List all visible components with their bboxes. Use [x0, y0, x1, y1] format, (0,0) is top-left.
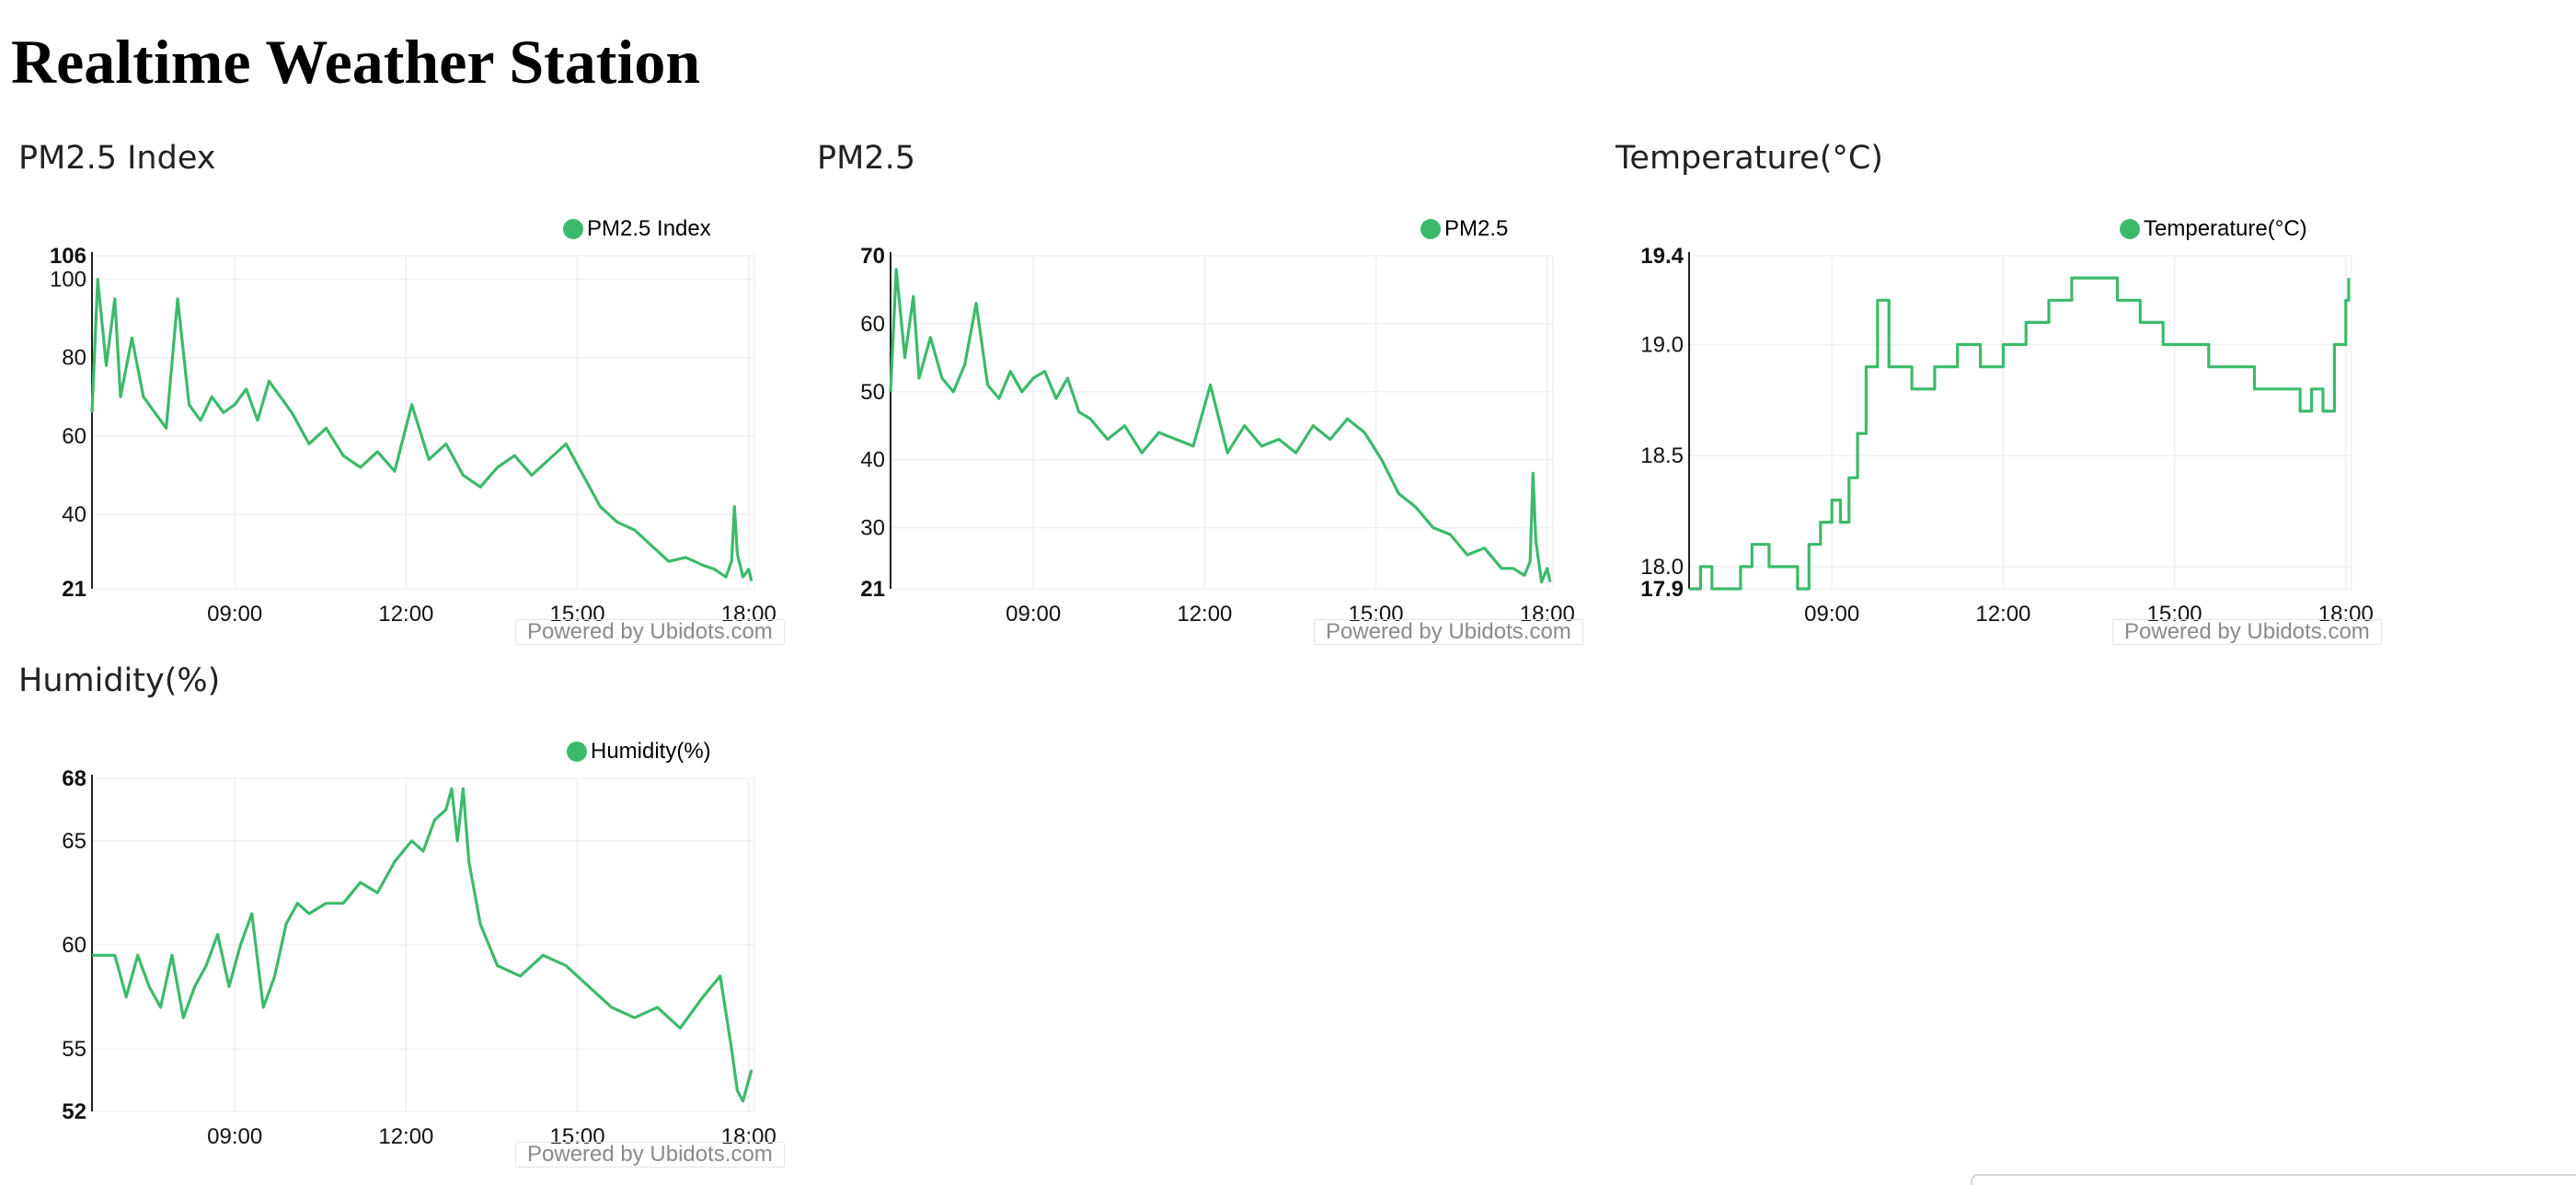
y-tick-label: 106 — [50, 244, 86, 269]
y-tick-label: 70 — [860, 244, 885, 269]
series-line — [889, 268, 1552, 584]
legend-dot — [1420, 219, 1441, 239]
y-tick-label: 100 — [50, 268, 86, 293]
series-line — [92, 787, 753, 1103]
x-tick-label: 12:00 — [1975, 602, 2030, 627]
x-tick-label: 18:00 — [1520, 602, 1575, 627]
x-tick-label: 12:00 — [378, 602, 433, 627]
y-tick-label: 40 — [62, 502, 86, 527]
y-tick-label: 68 — [62, 766, 86, 791]
x-tick-label: 09:00 — [1804, 602, 1859, 627]
y-tick-label: 65 — [62, 829, 86, 854]
x-tick-label: 12:00 — [378, 1124, 433, 1149]
y-tick-label: 30 — [860, 516, 885, 541]
x-tick-label: 09:00 — [1006, 602, 1061, 627]
widget-title: PM2.5 — [817, 140, 915, 177]
legend-dot — [563, 219, 583, 239]
y-tick-label: 19.0 — [1640, 333, 1684, 358]
y-tick-label: 21 — [860, 577, 885, 602]
widget-humidity: Humidity(%) 52 55 60 65 68 09:00 12:00 15:00 18:… — [0, 523, 785, 1168]
y-tick-label: 80 — [62, 346, 86, 371]
x-tick-label: 09:00 — [207, 1124, 262, 1149]
widget-title: Humidity(%) — [18, 662, 221, 699]
legend[interactable]: Temperature(°C) — [2120, 215, 2307, 243]
x-tick-label: 15:00 — [550, 602, 605, 627]
widget-temperature: Temperature(°C) 17.9 18.0 18.5 19.0 19.4 09:0… — [1597, 0, 2382, 645]
y-tick-label: 60 — [62, 933, 86, 958]
powered-by-link[interactable]: Powered by Ubidots.com — [515, 1142, 785, 1168]
x-tick-label: 15:00 — [1349, 602, 1404, 627]
legend-label: PM2.5 Index — [587, 216, 711, 241]
corner-frame — [1971, 1174, 2576, 1185]
y-tick-label: 40 — [860, 448, 885, 473]
chart-temperature: 17.918.0 18.5 19.0 19.4 09:00 12:00 15:00 18:00 — [1640, 244, 2374, 627]
legend[interactable]: PM2.5 Index — [563, 215, 711, 243]
page-title: Realtime Weather Station — [11, 27, 701, 97]
widget-title: PM2.5 Index — [18, 140, 216, 177]
y-tick-label: 60 — [62, 424, 86, 449]
chart-pm25: 21 30 40 50 60 70 09:00 12:00 15:00 18:00 — [860, 244, 1575, 627]
x-tick-label: 12:00 — [1177, 602, 1232, 627]
powered-by-link[interactable]: Powered by Ubidots.com — [515, 619, 785, 645]
legend-label: PM2.5 — [1444, 216, 1509, 241]
x-tick-label: 15:00 — [550, 1124, 605, 1149]
x-tick-label: 18:00 — [2318, 602, 2374, 627]
y-tick-label: 18.5 — [1640, 443, 1684, 468]
powered-by-link[interactable]: Powered by Ubidots.com — [2112, 619, 2382, 645]
x-tick-label: 09:00 — [207, 602, 262, 627]
x-tick-label: 18:00 — [721, 1124, 776, 1149]
legend[interactable]: Humidity(%) — [567, 738, 711, 765]
y-tick-label: 19.4 — [1640, 244, 1684, 269]
series-line — [90, 278, 753, 581]
legend-dot — [567, 742, 587, 762]
y-tick-label: 55 — [62, 1037, 86, 1062]
widget-pm25: PM2.5 21 30 40 50 60 70 09:00 12:00 15:00 18:00 P… — [799, 0, 1583, 645]
legend-dot — [2120, 219, 2140, 239]
y-tick-label: 60 — [860, 312, 885, 337]
y-tick-label: 18.0 — [1640, 555, 1684, 580]
widget-pm25-index: PM2.5 Index 21 40 60 80 100 106 09:00 12:00 15:0… — [0, 0, 785, 645]
legend-label: Humidity(%) — [591, 739, 711, 764]
y-tick-label: 52 — [62, 1099, 86, 1124]
y-tick-label: 50 — [860, 380, 885, 405]
y-tick-label: 21 — [62, 577, 86, 602]
x-tick-label: 15:00 — [2147, 602, 2202, 627]
series-line — [1689, 276, 2351, 591]
y-tick-label: 17.9 — [1640, 577, 1684, 602]
chart-humidity: 52 55 60 65 68 09:00 12:00 15:00 18:00 — [62, 766, 776, 1149]
powered-by-link[interactable]: Powered by Ubidots.com — [1314, 619, 1583, 645]
legend[interactable]: PM2.5 — [1420, 215, 1508, 243]
legend-label: Temperature(°C) — [2144, 216, 2307, 241]
x-tick-label: 18:00 — [721, 602, 776, 627]
widget-title: Temperature(°C) — [1616, 140, 1883, 177]
